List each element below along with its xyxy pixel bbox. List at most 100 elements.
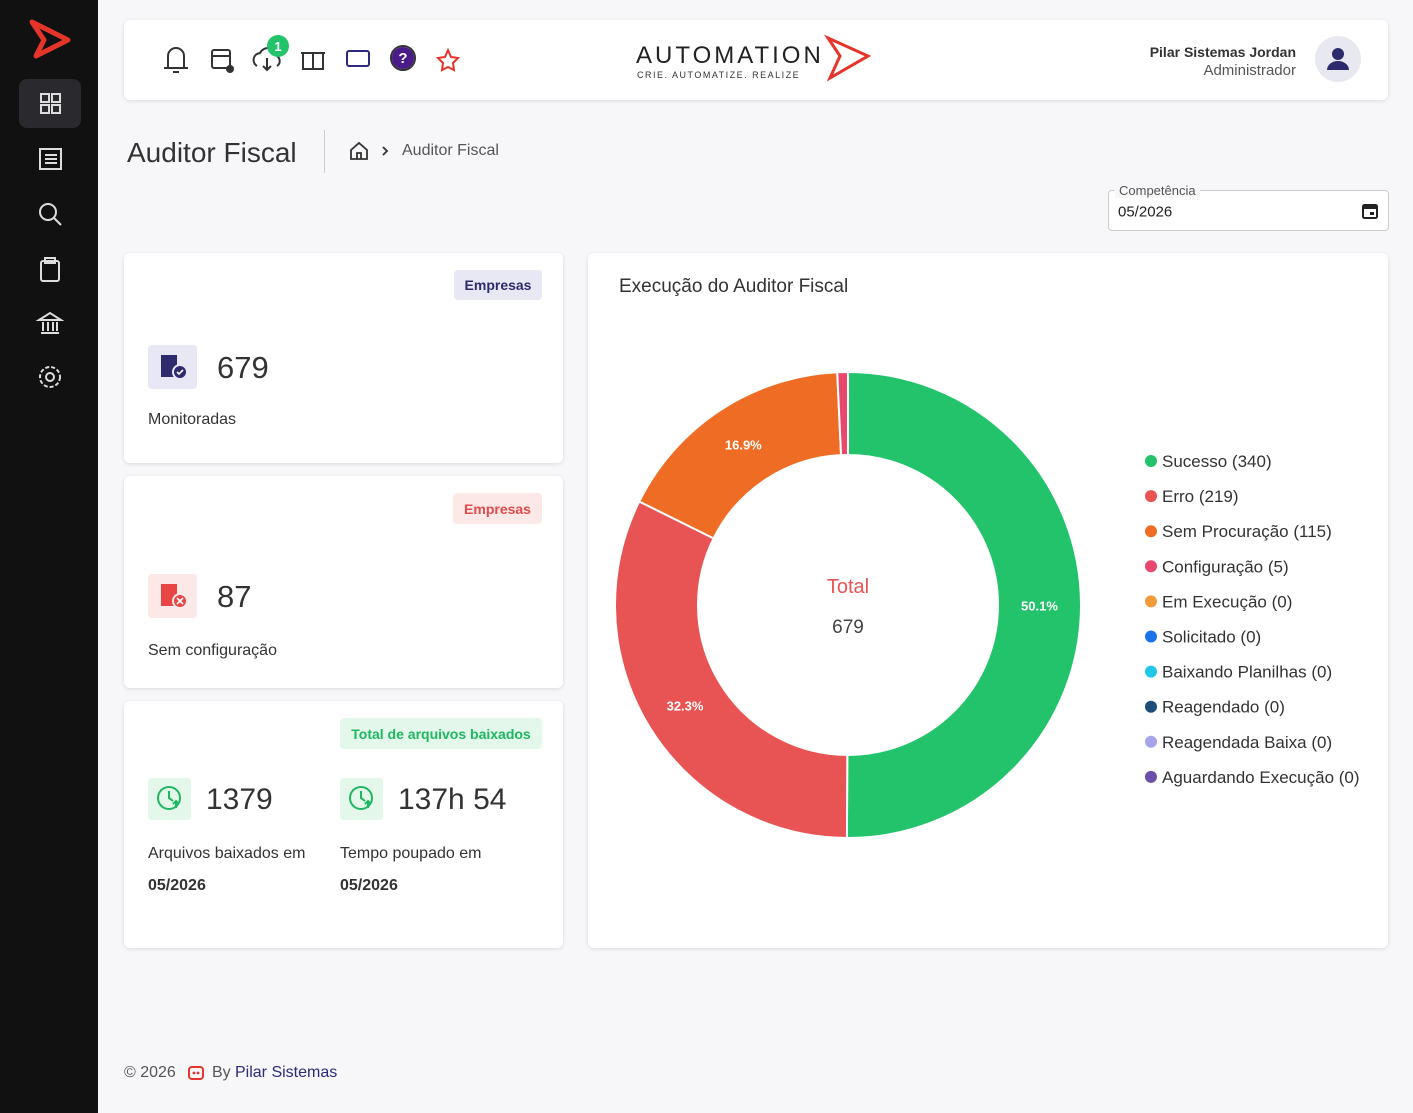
calendar-icon[interactable] — [1362, 202, 1378, 220]
graphic — [39, 203, 57, 221]
legend-swatch — [1145, 770, 1157, 783]
sidebar-icons — [19, 19, 81, 388]
card-label: Sem configuração — [148, 642, 277, 659]
graphic — [39, 148, 62, 170]
logo-tagline: CRIE. AUTOMATIZE. REALIZE — [637, 70, 800, 80]
badge — [267, 35, 289, 57]
graphic — [176, 597, 184, 605]
graphic — [51, 104, 61, 114]
stat-period: 05/2026 — [148, 877, 206, 894]
slice-label: 16.9% — [725, 438, 762, 453]
legend-swatch — [1145, 525, 1157, 538]
footer-link[interactable]: Pilar Sistemas — [235, 1064, 338, 1081]
graphic — [188, 1066, 204, 1080]
legend-label: Em Execução (0) — [1162, 592, 1292, 611]
graphic — [161, 355, 188, 380]
graphic — [161, 584, 188, 609]
slice-label: 50.1% — [1021, 598, 1058, 613]
graphic — [164, 47, 188, 73]
header: ? 1 AUTOMATION CRIE. AUTOMATIZE. REALIZE… — [124, 20, 1388, 100]
card-tag: Empresas — [453, 493, 542, 524]
card-tag: Total de arquivos baixados — [340, 718, 542, 749]
graphic — [53, 217, 62, 226]
chart-title: Execução do Auditor Fiscal — [619, 276, 848, 297]
stat-icon — [340, 778, 383, 820]
legend-swatch — [1145, 490, 1157, 503]
legend-swatch — [1145, 665, 1157, 678]
legend-label: Sem Procuração (115) — [1162, 522, 1332, 541]
legend-label: Baixando Planilhas (0) — [1162, 663, 1332, 682]
graphic — [1370, 212, 1374, 215]
graphic — [40, 104, 50, 114]
donut-slice — [614, 500, 849, 840]
legend-label: Solicitado (0) — [1162, 628, 1261, 647]
menu-active[interactable] — [19, 79, 81, 128]
page-title: Auditor Fiscal — [127, 137, 297, 168]
graphic — [40, 260, 60, 282]
graphic — [51, 93, 61, 103]
dot — [226, 65, 234, 73]
graphic — [157, 786, 181, 810]
card-value: 679 — [217, 350, 269, 385]
help-mark: ? — [398, 50, 407, 67]
graphic — [349, 786, 373, 810]
chart-card: Execução do Auditor Fiscal 50.1% 32.3% 16.… — [588, 253, 1388, 948]
card-tag: Empresas — [454, 270, 542, 300]
toolbar[interactable] — [164, 47, 461, 73]
stat-label: Arquivos baixados em — [148, 845, 306, 862]
legend-swatch — [1145, 700, 1157, 713]
card-value: 87 — [217, 579, 252, 614]
graphic — [346, 50, 370, 67]
card-monitored: Empresas 679 Monitoradas — [124, 253, 563, 463]
stat-icon — [148, 778, 191, 820]
logo-mark[interactable] — [29, 19, 71, 59]
legend-label: Reagendado (0) — [1162, 698, 1285, 717]
card-unconfigured: Empresas 87 Sem configuração — [124, 476, 563, 688]
graphic — [40, 93, 50, 103]
legend-swatch — [1145, 560, 1157, 573]
menu-icons[interactable] — [35, 93, 65, 388]
center-label: Total — [827, 576, 869, 598]
center-value: 679 — [832, 617, 864, 638]
stat-value: 137h 54 — [398, 783, 507, 816]
legend-label: Erro (219) — [1162, 487, 1239, 506]
logo-title: AUTOMATION — [636, 42, 824, 69]
legend-label: Aguardando Execução (0) — [1162, 768, 1360, 787]
graphic — [176, 369, 184, 376]
card-icon — [148, 345, 197, 389]
sidebar — [0, 0, 98, 1113]
graphic — [349, 786, 373, 810]
graphic — [435, 47, 461, 72]
graphic — [157, 786, 181, 810]
user-name: Pilar Sistemas Jordan — [1150, 44, 1296, 60]
graphic — [196, 1071, 200, 1075]
field-value: 05/2026 — [1118, 203, 1173, 221]
slice-label: 32.3% — [667, 699, 704, 714]
field-label: Competência — [1115, 182, 1200, 198]
header-icons: ? 1 AUTOMATION CRIE. AUTOMATIZE. REALIZE… — [164, 34, 1361, 82]
card-downloads: Total de arquivos baixados 1379 Arquivos… — [124, 701, 563, 948]
graphic — [192, 1071, 196, 1075]
stat-value: 1379 — [206, 783, 273, 816]
date-field[interactable]: Competência 05/2026 — [1108, 182, 1389, 231]
user-role: Administrador — [1203, 62, 1296, 79]
legend-label: Sucesso (340) — [1162, 452, 1272, 471]
donut-slice — [836, 370, 849, 457]
divider — [324, 130, 325, 173]
avatar-body — [1327, 61, 1349, 70]
graphic — [252, 47, 281, 72]
legend-label: Configuração (5) — [1162, 557, 1289, 576]
home-icon[interactable] — [350, 141, 368, 160]
card-label: Monitoradas — [148, 411, 237, 428]
donut-slice — [845, 370, 1083, 839]
chevron — [382, 146, 389, 156]
logo-mark — [823, 34, 872, 82]
donut-slice — [637, 371, 843, 540]
stat-period: 05/2026 — [340, 877, 398, 894]
legend-swatch — [1145, 735, 1157, 748]
legend-swatch — [1145, 455, 1157, 467]
chart: Execução do Auditor Fiscal 50.1% 32.3% 16.… — [614, 276, 1360, 840]
breadcrumb: Auditor Fiscal — [402, 142, 499, 159]
